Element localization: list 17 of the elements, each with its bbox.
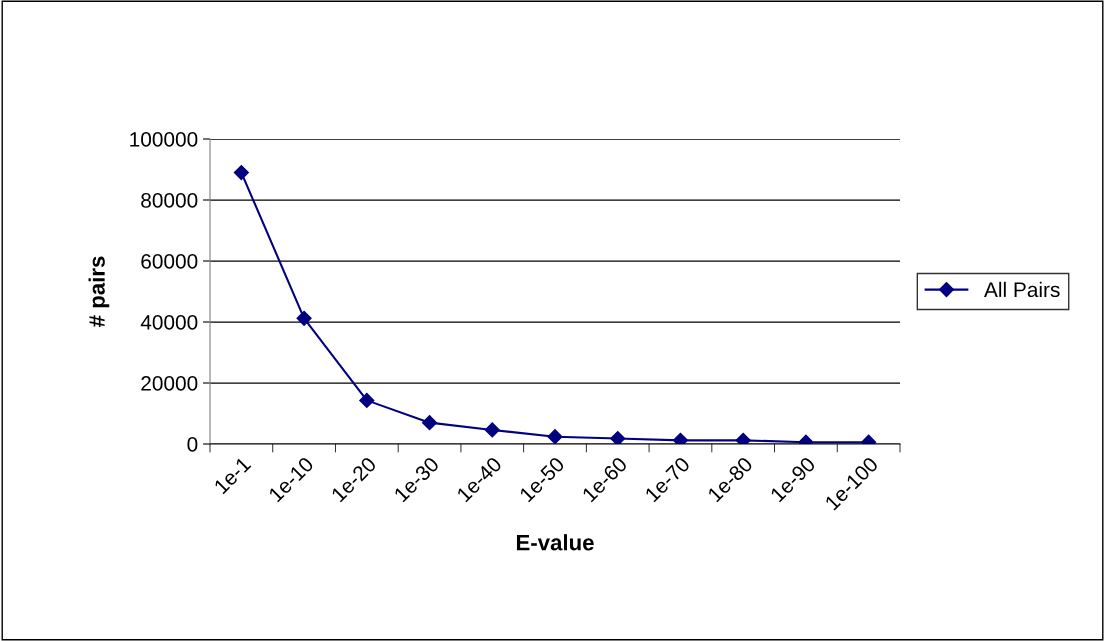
point bbox=[359, 392, 375, 408]
point bbox=[484, 422, 500, 438]
y-tick-label: 60000 bbox=[141, 254, 198, 269]
point bbox=[296, 310, 312, 326]
point bbox=[233, 164, 249, 181]
y-tick-label: 100000 bbox=[130, 132, 198, 147]
y-tick-label: 0 bbox=[187, 437, 198, 452]
x-tick-label: 1e-1 bbox=[213, 456, 252, 495]
y-tick-label: 80000 bbox=[141, 193, 198, 208]
x-axis-title: E-value bbox=[516, 534, 594, 551]
y-axis-title: # pairs bbox=[88, 256, 110, 327]
point bbox=[421, 415, 438, 431]
point bbox=[547, 429, 563, 444]
legend-label: All Pairs bbox=[984, 281, 1060, 298]
y-tick-label: 20000 bbox=[141, 376, 198, 391]
point bbox=[610, 430, 626, 444]
y-tick-label: 40000 bbox=[140, 315, 198, 330]
